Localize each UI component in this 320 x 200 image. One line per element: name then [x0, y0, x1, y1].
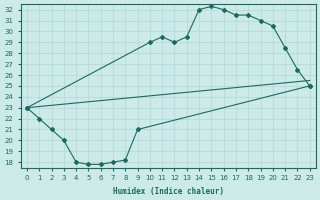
X-axis label: Humidex (Indice chaleur): Humidex (Indice chaleur) — [113, 187, 224, 196]
